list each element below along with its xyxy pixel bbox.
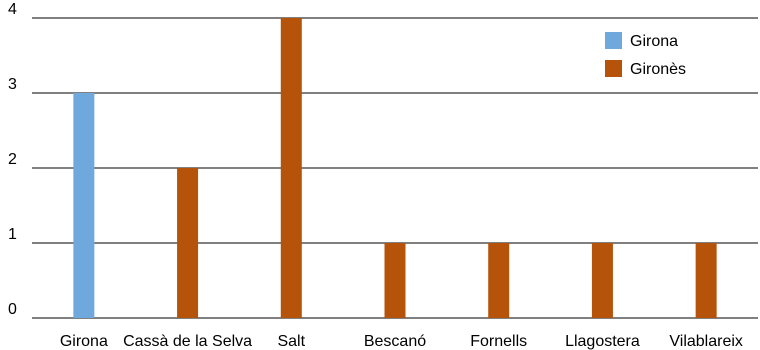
y-tick-label: 2	[8, 151, 17, 168]
x-tick-label: Bescanó	[364, 333, 426, 350]
y-tick-label: 4	[8, 1, 17, 18]
legend-label: Girona	[630, 33, 678, 50]
gridlines	[32, 17, 758, 319]
x-tick-label: Vilablareix	[669, 333, 743, 350]
x-axis: Girona Cassà de la Selva Salt Bescanó Fornel…	[60, 333, 743, 350]
x-tick-label: Girona	[60, 333, 108, 350]
bar-llagostera	[591, 243, 613, 318]
x-tick-label: Fornells	[470, 333, 527, 350]
bar-girona	[73, 93, 95, 318]
y-tick-label: 1	[8, 226, 17, 243]
y-tick-label: 0	[8, 301, 17, 318]
legend: Girona Gironès	[605, 32, 686, 78]
bar-bescan-	[384, 243, 406, 318]
bar-cass-de-la-selva	[177, 168, 199, 318]
bar-salt	[280, 18, 302, 318]
x-tick-label: Cassà de la Selva	[123, 333, 252, 350]
bar-vilablareix	[695, 243, 717, 318]
legend-swatch-1	[605, 60, 622, 77]
bar-fornells	[488, 243, 510, 318]
y-axis: 0 1 2 3 4	[8, 1, 17, 318]
y-tick-label: 3	[8, 76, 17, 93]
x-tick-label: Llagostera	[565, 333, 640, 350]
x-tick-label: Salt	[277, 333, 305, 350]
bars	[73, 18, 717, 318]
legend-label: Gironès	[630, 61, 686, 78]
legend-swatch-0	[605, 32, 622, 49]
